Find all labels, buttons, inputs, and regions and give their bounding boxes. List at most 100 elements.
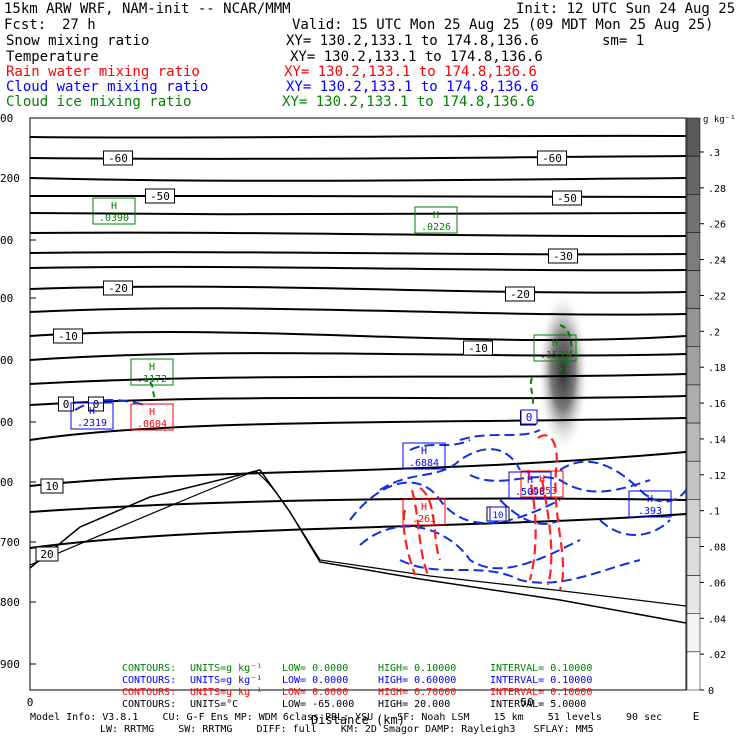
max-marker-label: H bbox=[433, 210, 439, 221]
temperature-label-box bbox=[505, 286, 535, 302]
forecast-hours: 27 h bbox=[62, 17, 96, 33]
cloud-water-contour bbox=[409, 439, 471, 451]
temperature-label: -60 bbox=[537, 150, 567, 166]
colorbar-label: .28 bbox=[708, 184, 726, 195]
max-marker-value: .5853 bbox=[527, 486, 557, 497]
snow-shading bbox=[537, 290, 589, 454]
temperature-label-text: -30 bbox=[553, 250, 573, 263]
cloud-water-contour bbox=[499, 499, 561, 525]
temperature-label-box bbox=[88, 396, 104, 412]
contour-info-line: CONTOURS: UNITS=°C LOW= -65.000 HIGH= 20.00… bbox=[122, 699, 586, 710]
y-axis: 00 200 00 00 00 00 00 700 800 900 bbox=[0, 112, 36, 671]
contour-info-interval: INTERVAL= 0.10000 bbox=[490, 663, 592, 674]
contour-info-line: CONTOURS: UNITS=g kg⁻¹ LOW= 0.0000 HIGH= 0.… bbox=[122, 675, 592, 686]
max-marker-cloud-ice: H.0226 bbox=[414, 206, 458, 234]
cloud-water-contour bbox=[399, 559, 641, 584]
colorbar-label: .04 bbox=[708, 614, 726, 625]
isotherm-line bbox=[29, 395, 687, 406]
cloud-water-contour bbox=[349, 481, 561, 524]
max-marker-box bbox=[414, 206, 458, 234]
terrain-lines bbox=[29, 469, 687, 624]
rain-water-contour bbox=[526, 469, 537, 581]
temperature-label: -60 bbox=[103, 150, 133, 166]
colorbar-cell bbox=[686, 384, 701, 424]
colorbar-label: .12 bbox=[708, 471, 726, 482]
colorbar-cell bbox=[686, 575, 701, 614]
colorbar-cell bbox=[686, 613, 701, 653]
colorbar-label: .18 bbox=[708, 363, 726, 374]
max-marker-box bbox=[520, 470, 564, 498]
forecast-label: Fcst: bbox=[4, 17, 47, 33]
ten-marker: 10 bbox=[489, 506, 507, 522]
field-xy-cloud-water: XY= 130.2,133.1 to 174.8,136.6 bbox=[286, 79, 539, 95]
colorbar-label: .14 bbox=[708, 435, 726, 446]
y-tick-label: 00 bbox=[0, 292, 13, 305]
valid-time: Valid: 15 UTC Mon 25 Aug 25 (09 MDT Mon … bbox=[292, 17, 714, 33]
contour-info-line: CONTOURS: UNITS=g kg⁻¹ LOW= 0.0000 HIGH= 0.… bbox=[122, 663, 592, 674]
temperature-label-box bbox=[463, 340, 493, 356]
colorbar-cell bbox=[686, 194, 701, 233]
contour-info-units: UNITS=°C bbox=[190, 699, 238, 710]
colorbar-label: 0 bbox=[708, 686, 714, 697]
field-name-cloud-water: Cloud water mixing ratio bbox=[6, 79, 209, 95]
cloud-ice-contour bbox=[559, 324, 573, 371]
colorbar-label: .08 bbox=[708, 543, 726, 554]
max-marker-value: .2319 bbox=[77, 418, 107, 429]
ten-marker-box bbox=[489, 506, 507, 522]
contour-info-interval: INTERVAL= 5.0000 bbox=[490, 699, 586, 710]
colorbar-label: .16 bbox=[708, 399, 726, 410]
colorbar-label: .02 bbox=[708, 650, 726, 661]
temperature-label: 0 bbox=[88, 396, 104, 412]
isotherm-line bbox=[29, 265, 687, 272]
isotherm-line bbox=[29, 251, 687, 256]
max-marker-rain-water: H.5853 bbox=[520, 470, 564, 498]
zero-marker: 0 bbox=[520, 409, 538, 425]
max-marker-cloud-water: H.5098 bbox=[508, 471, 552, 499]
temperature-label: 10 bbox=[40, 478, 64, 494]
isotherm-line bbox=[29, 231, 687, 238]
isotherm-line bbox=[29, 307, 687, 316]
zero-marker-text: 0 bbox=[526, 411, 533, 424]
field-name-rain: Rain water mixing ratio bbox=[6, 64, 200, 80]
contour-info: CONTOURS: UNITS=g kg⁻¹ LOW= 0.0000 HIGH= 0.… bbox=[122, 663, 592, 710]
contour-info-high: HIGH= 0.60000 bbox=[378, 675, 456, 686]
max-marker-label: H bbox=[552, 338, 558, 349]
max-marker-label: H bbox=[149, 407, 155, 418]
max-marker-cloud-water: H.393 bbox=[628, 490, 672, 518]
contour-info-high: HIGH= 0.10000 bbox=[378, 663, 456, 674]
y-tick-label: 00 bbox=[0, 354, 13, 367]
max-marker-box bbox=[130, 403, 174, 431]
temperature-label: -10 bbox=[53, 328, 83, 344]
y-tick-label: 00 bbox=[0, 476, 13, 489]
x-axis: 0 50 E Distance (km) bbox=[27, 696, 700, 727]
isotherm-line bbox=[29, 330, 687, 342]
colorbar-cell bbox=[686, 346, 701, 386]
temperature-label-text: -10 bbox=[58, 330, 78, 343]
zero-marker-box bbox=[520, 409, 538, 425]
contour-info-low: LOW= 0.0000 bbox=[282, 675, 348, 686]
y-tick-label: 900 bbox=[0, 658, 20, 671]
cloud-water-contour bbox=[599, 519, 671, 536]
max-marker-box bbox=[533, 334, 577, 362]
contour-info-line: CONTOURS: UNITS=g kg⁻¹ LOW= 0.0000 HIGH= 0.… bbox=[122, 687, 592, 698]
temperature-label-box bbox=[537, 150, 567, 166]
rain-water-contour bbox=[537, 434, 565, 591]
isotherm-line bbox=[29, 513, 687, 549]
max-marker-value: .6884 bbox=[409, 458, 439, 469]
temperature-label-box bbox=[103, 280, 133, 296]
y-tick-label: 00 bbox=[0, 234, 13, 247]
isotherm-line bbox=[29, 451, 687, 487]
field-xy-temperature: XY= 130.2,133.1 to 174.8,136.6 bbox=[290, 49, 543, 65]
max-marker-value: .261 bbox=[412, 514, 436, 525]
rain-water-contours bbox=[402, 434, 565, 591]
temperature-labels: -60 -60 -50 -50 -30 -20 -20 -10 -10 0 0 0 10 10 20 bbox=[35, 150, 582, 562]
isotherm-line bbox=[29, 373, 687, 385]
contour-info-label: CONTOURS: bbox=[122, 699, 176, 710]
colorbar-label: .1 bbox=[708, 507, 720, 518]
max-marker-value: .0226 bbox=[421, 222, 451, 233]
temperature-label-box bbox=[145, 188, 175, 204]
temperature-label-text: -20 bbox=[510, 288, 530, 301]
max-marker-box bbox=[130, 358, 174, 386]
rain-water-contour bbox=[402, 509, 417, 576]
